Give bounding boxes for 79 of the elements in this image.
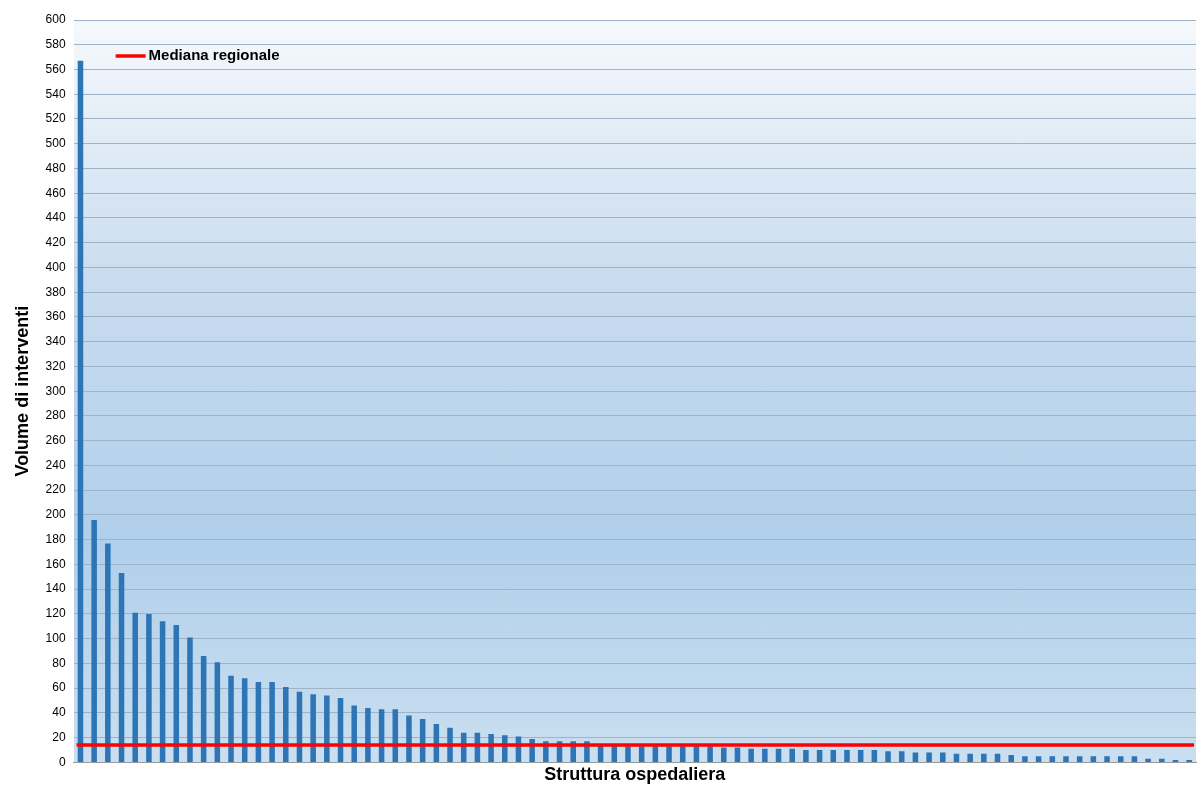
y-tick-label: 80 [52,655,66,670]
bar [1008,754,1014,762]
y-tick-label: 200 [45,507,66,522]
bar [885,751,891,762]
x-axis-title: Struttura ospedaliera [544,764,727,785]
bar [666,746,672,762]
bar [1090,756,1097,762]
y-tick-label: 100 [45,630,66,645]
bar [898,751,905,762]
bar [981,753,987,762]
bar [406,715,412,762]
bar [762,748,768,762]
y-tick-label: 0 [58,754,66,769]
bar [77,60,84,762]
bar [967,753,973,762]
y-tick-label: 340 [45,334,66,349]
y-tick-label: 160 [45,556,66,571]
bar [228,675,234,762]
bar [1159,758,1165,762]
y-tick-label: 20 [52,729,66,744]
bar [871,750,878,762]
bar [132,612,138,762]
y-tick-label: 540 [45,86,66,101]
bar [1117,756,1124,762]
bar [351,705,357,762]
bar [187,637,193,762]
y-tick-label: 60 [52,680,66,695]
bar [105,543,111,762]
y-axis-title: Volume di interventi [11,305,32,477]
bar [803,750,809,762]
bar [91,519,97,762]
bar [844,750,850,762]
y-tick-label: 220 [45,482,66,497]
legend-label: Mediana regionale [148,46,280,64]
y-tick-label: 480 [45,160,66,175]
bar [857,750,864,762]
y-tick-label: 240 [45,457,66,472]
bar [830,750,837,762]
bar [365,707,371,762]
y-tick-label: 40 [52,705,66,720]
bar [748,748,754,762]
y-tick-label: 580 [45,37,66,52]
bar [1063,756,1069,762]
y-tick-label: 420 [45,235,66,250]
bar [1076,756,1083,762]
bar [926,752,932,762]
bar [269,681,275,762]
y-tick-label: 120 [45,606,66,621]
bar [940,752,946,762]
y-tick-label: 280 [45,408,66,423]
bar [283,686,289,762]
bar [1049,756,1056,762]
y-tick-label: 520 [45,111,66,126]
bar [146,613,152,762]
y-tick-label: 260 [45,433,66,448]
bar [1104,756,1110,762]
bar [310,694,316,762]
bar [324,695,330,762]
y-tick-label: 560 [45,61,66,76]
y-tick-label: 300 [45,383,66,398]
y-tick-label: 360 [45,309,66,324]
y-tick-label: 600 [45,12,66,27]
bar [1145,758,1151,762]
bar [1131,756,1138,762]
bar [707,746,713,762]
y-tick-label: 440 [45,210,66,225]
bar [721,747,727,762]
y-tick-label: 320 [45,358,66,373]
y-tick-label: 500 [45,136,66,151]
bar [816,750,823,762]
y-tick-label: 180 [45,531,66,546]
y-tick-label: 460 [45,185,66,200]
bar [789,748,795,762]
y-tick-label: 400 [45,259,66,274]
bar [1035,756,1042,762]
y-tick-label: 380 [45,284,66,299]
y-tick-label: 140 [45,581,66,596]
bar [625,746,631,762]
bar [1022,756,1028,762]
